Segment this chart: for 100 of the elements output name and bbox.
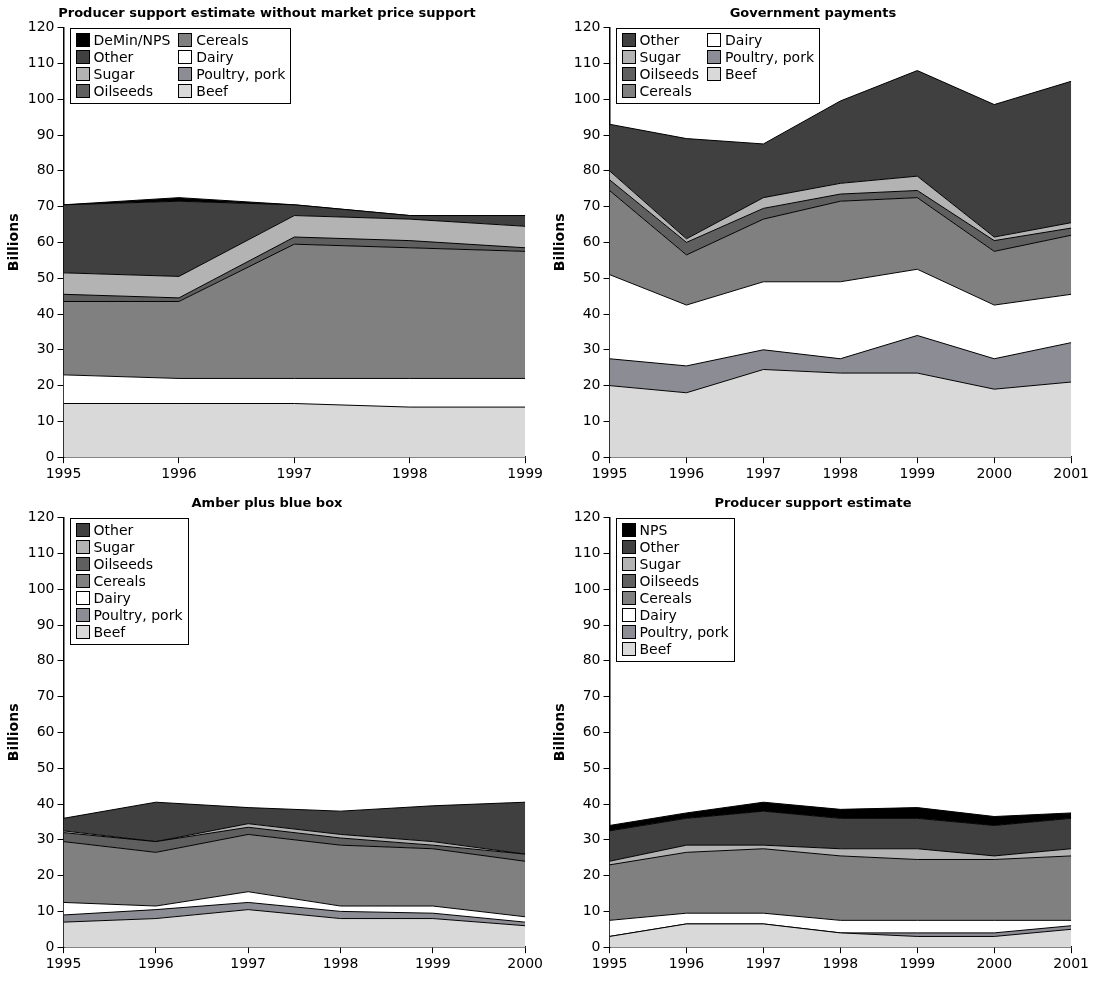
- x-tick-label: 1995: [45, 465, 82, 482]
- x-tick-label: 2001: [1053, 955, 1090, 972]
- legend-label: Sugar: [93, 538, 135, 556]
- y-tick-label: 40: [36, 794, 55, 811]
- y-tick-label: 80: [582, 651, 601, 668]
- y-axis-title: Billions: [551, 703, 568, 762]
- y-tick-label: 60: [36, 723, 55, 740]
- legend-label: Oilseeds: [639, 65, 700, 83]
- y-axis-title: Billions: [5, 213, 22, 272]
- y-tick-label: 120: [573, 508, 601, 525]
- y-tick-label: 40: [582, 304, 601, 321]
- legend-label: Beef: [93, 623, 126, 641]
- y-tick-label: 20: [36, 376, 55, 393]
- x-tick-label: 1999: [415, 955, 451, 972]
- chart-title: Producer support estimate: [714, 495, 912, 511]
- y-tick-label: 100: [27, 579, 55, 596]
- y-tick-label: 90: [36, 125, 55, 142]
- y-tick-label: 80: [582, 161, 601, 178]
- y-tick-label: 110: [27, 544, 55, 561]
- x-tick-label: 1997: [276, 465, 313, 482]
- y-tick-label: 80: [36, 651, 55, 668]
- y-tick-label: 20: [582, 376, 601, 393]
- legend-label: Dairy: [93, 589, 131, 607]
- y-tick-label: 10: [582, 902, 601, 919]
- y-axis-title: Billions: [551, 213, 568, 272]
- legend-label: Oilseeds: [93, 555, 154, 573]
- y-tick-label: 30: [36, 830, 55, 847]
- x-tick-label: 1999: [899, 955, 936, 972]
- y-tick-label: 120: [27, 18, 55, 35]
- x-tick-label: 1998: [822, 955, 859, 972]
- x-tick-label: 1996: [161, 465, 197, 482]
- y-tick-label: 50: [582, 268, 601, 285]
- y-tick-label: 10: [36, 412, 55, 429]
- legend-label: Dairy: [725, 31, 763, 49]
- y-axis-title: Billions: [5, 703, 22, 762]
- y-tick-label: 120: [573, 18, 601, 35]
- y-tick-label: 0: [591, 447, 601, 464]
- legend-label: Dairy: [639, 606, 677, 624]
- legend-label: Beef: [196, 82, 229, 100]
- y-tick-label: 30: [582, 340, 601, 357]
- legend-label: Sugar: [639, 555, 681, 573]
- y-tick-label: 40: [36, 304, 55, 321]
- x-tick-label: 2000: [976, 465, 1013, 482]
- legend-label: NPS: [639, 521, 668, 539]
- y-tick-label: 90: [582, 125, 601, 142]
- y-tick-label: 0: [45, 937, 55, 954]
- y-tick-label: 0: [45, 447, 55, 464]
- x-tick-label: 1998: [391, 465, 428, 482]
- y-tick-label: 50: [582, 758, 601, 775]
- legend-label: Oilseeds: [639, 572, 700, 590]
- y-tick-label: 60: [36, 233, 55, 250]
- y-tick-label: 90: [36, 615, 55, 632]
- y-tick-label: 40: [582, 794, 601, 811]
- x-tick-label: 1999: [899, 465, 936, 482]
- chart-title: Amber plus blue box: [191, 495, 344, 511]
- legend-label: Poultry, pork: [93, 606, 183, 624]
- legend-label: Cereals: [639, 82, 692, 100]
- chart-title: Producer support estimate without market price support: [58, 5, 476, 21]
- x-tick-label: 1996: [668, 465, 705, 482]
- x-tick-label: 2000: [507, 955, 544, 972]
- legend-label: Beef: [725, 65, 757, 83]
- y-tick-label: 90: [582, 615, 601, 632]
- y-tick-label: 80: [36, 161, 55, 178]
- x-tick-label: 1995: [591, 465, 628, 482]
- y-tick-label: 70: [36, 197, 55, 214]
- x-tick-label: 2000: [976, 955, 1013, 972]
- y-tick-label: 10: [36, 902, 55, 919]
- y-tick-label: 70: [582, 687, 601, 704]
- y-tick-label: 70: [36, 687, 55, 704]
- x-tick-label: 1995: [45, 955, 82, 972]
- y-tick-label: 110: [27, 54, 55, 71]
- y-tick-label: 120: [27, 508, 55, 525]
- y-tick-label: 50: [36, 758, 55, 775]
- y-tick-label: 60: [582, 233, 601, 250]
- y-tick-label: 60: [582, 723, 601, 740]
- x-tick-label: 1996: [668, 955, 705, 972]
- legend-label: Cereals: [639, 589, 692, 607]
- y-tick-label: 100: [573, 89, 601, 106]
- legend-label: Other: [639, 538, 680, 556]
- y-tick-label: 110: [573, 54, 601, 71]
- legend-label: Other: [93, 521, 134, 539]
- y-tick-label: 70: [582, 197, 601, 214]
- legend-label: Poultry, pork: [196, 65, 286, 83]
- chart-title: Government payments: [729, 5, 897, 21]
- x-tick-label: 1997: [230, 955, 267, 972]
- y-tick-label: 10: [582, 412, 601, 429]
- legend-label: Poultry, pork: [725, 48, 815, 66]
- y-tick-label: 50: [36, 268, 55, 285]
- legend-label: Cereals: [93, 572, 146, 590]
- y-tick-label: 100: [27, 89, 55, 106]
- legend-label: Oilseeds: [93, 82, 154, 100]
- y-tick-label: 30: [582, 830, 601, 847]
- legend-label: Cereals: [196, 31, 249, 49]
- legend-label: Sugar: [93, 65, 135, 83]
- x-tick-label: 1997: [745, 955, 782, 972]
- legend-label: DeMin/NPS: [93, 31, 171, 49]
- x-tick-label: 1998: [322, 955, 359, 972]
- y-tick-label: 0: [591, 937, 601, 954]
- y-tick-label: 20: [582, 866, 601, 883]
- legend-label: Beef: [639, 640, 672, 658]
